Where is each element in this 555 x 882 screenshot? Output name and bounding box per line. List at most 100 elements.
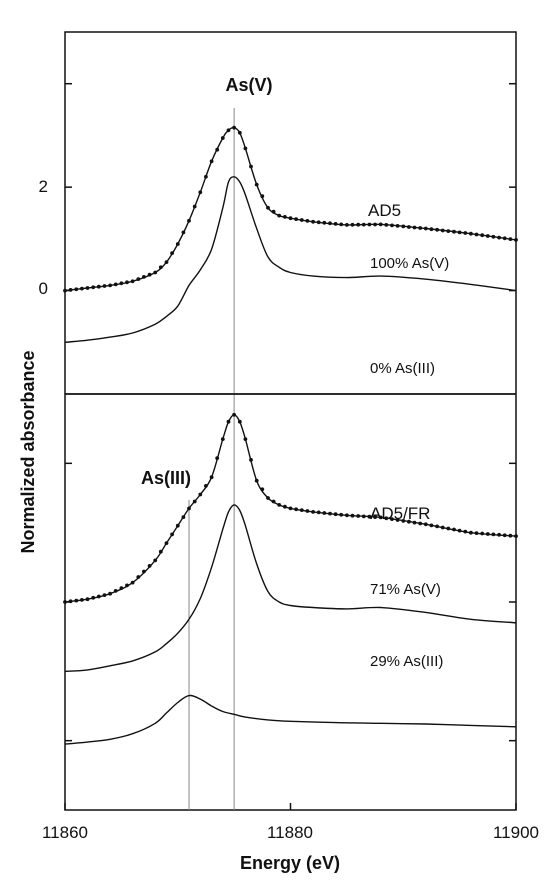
- data-point-ad5-fr: [181, 515, 186, 519]
- data-point-ad5: [350, 222, 355, 227]
- data-point-ad5-fr: [497, 532, 501, 537]
- data-point-ad5: [181, 230, 186, 235]
- data-point-ad5-fr: [108, 591, 112, 596]
- data-point-ad5-fr: [147, 564, 152, 568]
- data-point-ad5: [440, 228, 445, 233]
- series-line-100-as-v: [64, 176, 517, 343]
- data-point-ad5: [446, 229, 451, 234]
- data-point-ad5: [147, 272, 152, 277]
- data-point-ad5: [333, 222, 338, 226]
- data-point-ad5-fr: [508, 533, 513, 538]
- data-point-ad5-fr: [333, 512, 338, 517]
- data-point-ad5-fr: [80, 598, 84, 602]
- series-line-29-as-iii: [64, 694, 517, 745]
- data-point-ad5: [485, 234, 490, 238]
- series-line-71-as-v: [64, 504, 517, 672]
- data-point-ad5: [63, 288, 67, 293]
- data-point-ad5: [418, 226, 423, 230]
- data-point-ad5: [192, 204, 197, 209]
- data-point-ad5: [328, 221, 332, 226]
- data-point-ad5: [395, 224, 400, 228]
- data-point-ad5: [68, 288, 73, 292]
- data-point-ad5-fr: [412, 520, 417, 525]
- data-point-ad5-fr: [175, 523, 180, 528]
- component-label-100-as-v: 100% As(V): [370, 255, 449, 272]
- data-point-ad5-fr: [192, 499, 197, 504]
- data-point-ad5: [356, 222, 361, 227]
- data-point-ad5: [435, 227, 439, 232]
- data-point-ad5-fr: [457, 528, 462, 533]
- data-point-ad5-fr: [226, 419, 231, 424]
- data-point-ad5-fr: [367, 514, 372, 519]
- data-point-ad5-fr: [125, 583, 129, 588]
- data-point-ad5: [85, 286, 90, 290]
- data-point-ad5-fr: [407, 519, 411, 524]
- data-point-ad5-fr: [288, 506, 293, 511]
- data-point-ad5-fr: [142, 569, 146, 574]
- data-point-ad5: [271, 209, 276, 214]
- data-point-ad5: [254, 182, 259, 187]
- data-point-ad5: [378, 222, 383, 227]
- data-point-ad5-fr: [373, 515, 377, 519]
- data-point-ad5: [463, 231, 468, 235]
- data-point-ad5: [80, 286, 84, 291]
- data-point-ad5: [215, 147, 220, 152]
- data-point-ad5: [249, 164, 253, 169]
- data-point-ad5: [508, 237, 513, 242]
- data-point-ad5: [153, 270, 158, 275]
- data-point-ad5-fr: [153, 558, 158, 563]
- data-points: [63, 125, 518, 604]
- data-point-ad5-fr: [446, 526, 451, 531]
- data-point-ad5-fr: [480, 531, 485, 536]
- data-point-ad5-fr: [502, 533, 507, 538]
- data-point-ad5-fr: [440, 525, 445, 530]
- data-point-ad5: [497, 235, 501, 240]
- data-point-ad5: [119, 281, 124, 286]
- data-point-ad5-fr: [215, 456, 220, 460]
- peak-label-as-iii: As(III): [141, 468, 191, 488]
- data-point-ad5: [373, 222, 377, 227]
- data-point-ad5-fr: [209, 475, 214, 480]
- data-point-ad5: [113, 282, 118, 287]
- data-point-ad5: [130, 279, 135, 284]
- data-point-ad5-fr: [198, 492, 203, 497]
- data-point-ad5: [390, 223, 394, 228]
- data-point-ad5-fr: [491, 532, 496, 537]
- data-point-ad5-fr: [299, 508, 304, 512]
- component-label-29-as-iii: 29% As(III): [370, 653, 443, 670]
- data-point-ad5: [474, 232, 479, 237]
- data-point-ad5-fr: [345, 513, 349, 518]
- axis-ticks: [64, 82, 517, 810]
- data-point-ad5-fr: [469, 530, 473, 535]
- y-tick-label: 0: [39, 279, 48, 298]
- data-point-ad5-fr: [283, 504, 287, 509]
- data-point-ad5-fr: [254, 478, 259, 483]
- data-point-ad5: [322, 220, 327, 225]
- data-point-ad5: [311, 219, 315, 224]
- data-point-ad5-fr: [429, 523, 434, 528]
- data-point-ad5-fr: [350, 513, 355, 518]
- data-point-ad5: [305, 219, 310, 223]
- data-point-ad5-fr: [232, 412, 237, 417]
- sample-label-ad5: AD5: [368, 201, 401, 220]
- data-point-ad5-fr: [361, 514, 366, 519]
- data-point-ad5: [339, 222, 344, 227]
- data-point-ad5: [175, 242, 180, 246]
- data-point-ad5: [469, 231, 473, 236]
- plot-frame: [64, 31, 517, 811]
- data-point-ad5: [452, 229, 456, 234]
- data-point-ad5: [91, 285, 96, 290]
- data-point-ad5-fr: [384, 516, 389, 521]
- data-point-ad5-fr: [266, 496, 270, 500]
- data-point-ad5: [514, 238, 518, 242]
- data-point-ad5-fr: [474, 531, 479, 535]
- data-point-ad5: [361, 222, 366, 227]
- x-tick-label: 11860: [42, 823, 88, 842]
- data-point-ad5: [345, 223, 349, 227]
- data-point-ad5: [125, 280, 129, 285]
- data-point-ad5: [243, 146, 248, 151]
- data-point-ad5-fr: [305, 509, 310, 513]
- data-point-ad5: [226, 128, 231, 133]
- data-point-ad5: [294, 217, 298, 222]
- data-point-ad5: [384, 223, 389, 227]
